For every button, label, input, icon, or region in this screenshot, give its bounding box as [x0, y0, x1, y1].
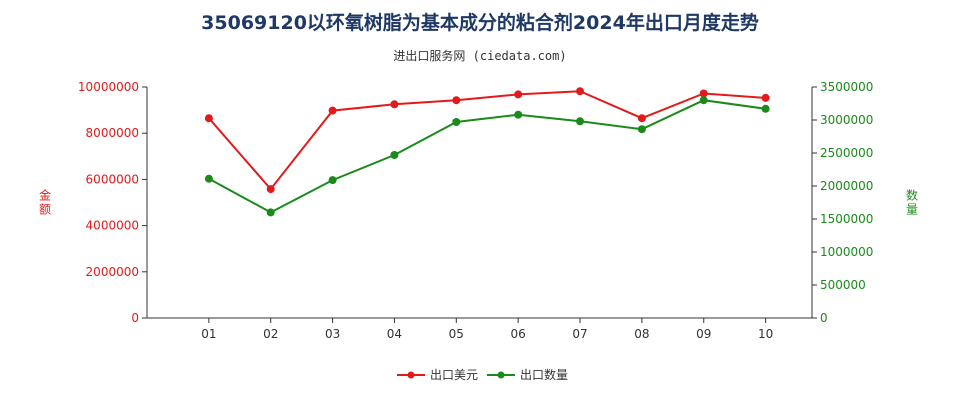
x-tick-label: 09 [696, 327, 711, 341]
left-axis-title: 额 [39, 203, 51, 217]
export-usd-point [452, 96, 461, 105]
left-tick-label: 2000000 [86, 265, 139, 279]
export-qty-point [576, 117, 584, 126]
right-tick-label: 3000000 [820, 113, 873, 127]
left-tick-label: 6000000 [86, 172, 139, 186]
legend-marker-export-qty [487, 371, 515, 378]
export-usd-point [514, 90, 523, 99]
right-tick-label: 500000 [820, 278, 866, 292]
x-tick-label: 08 [634, 327, 649, 341]
legend-item-export-usd[interactable]: 出口美元 [396, 366, 478, 383]
export-usd-point [699, 89, 708, 98]
left-tick-label: 4000000 [86, 219, 139, 233]
x-tick-label: 10 [758, 327, 773, 341]
left-axis-title: 金 [39, 188, 51, 203]
right-tick-label: 1000000 [820, 245, 873, 259]
x-tick-label: 03 [325, 327, 340, 341]
export-usd-point [576, 87, 584, 96]
chart-title: 35069120以环氧树脂为基本成分的粘合剂2024年出口月度走势 [201, 12, 759, 34]
export-qty-point [514, 110, 523, 119]
export-qty-point [637, 125, 646, 134]
right-tick-label: 3500000 [820, 80, 873, 94]
right-tick-label: 2500000 [820, 146, 873, 160]
right-tick-label: 2000000 [820, 179, 873, 193]
right-tick-label: 0 [820, 311, 828, 325]
export-qty-point [266, 208, 275, 217]
legend-label-export-usd: 出口美元 [430, 368, 479, 382]
export-usd-point [761, 93, 770, 102]
export-qty-point [390, 151, 399, 159]
legend-item-export-qty[interactable]: 出口数量 [486, 366, 568, 383]
export-usd-point [266, 185, 275, 194]
export-qty-point [452, 118, 461, 126]
x-tick-label: 06 [511, 327, 526, 341]
left-tick-label: 10000000 [78, 80, 139, 94]
export-qty-point [328, 176, 337, 185]
series-line-export-qty [208, 99, 766, 214]
export-usd-point [204, 114, 213, 123]
legend-marker-export-usd [397, 371, 425, 378]
export-qty-point [761, 104, 770, 113]
series-line-export-usd [208, 90, 766, 191]
export-usd-point [390, 100, 399, 109]
right-axis-title: 量 [906, 203, 918, 217]
x-tick-label: 07 [572, 327, 587, 341]
x-tick-label: 04 [387, 327, 402, 341]
export-qty-point [204, 174, 213, 183]
left-tick-label: 8000000 [86, 126, 139, 140]
left-tick-label: 0 [131, 311, 139, 325]
right-axis-title: 数 [906, 188, 918, 203]
x-tick-label: 01 [201, 327, 216, 341]
chart-subtitle: 进出口服务网 (ciedata.com) [393, 49, 567, 63]
right-tick-label: 1500000 [820, 212, 873, 226]
export-qty-point [699, 96, 708, 105]
x-tick-label: 05 [449, 327, 464, 341]
legend-label-export-qty: 出口数量 [520, 368, 569, 382]
x-tick-label: 02 [263, 327, 278, 341]
export-usd-point [637, 114, 646, 123]
export-usd-point [328, 106, 337, 115]
